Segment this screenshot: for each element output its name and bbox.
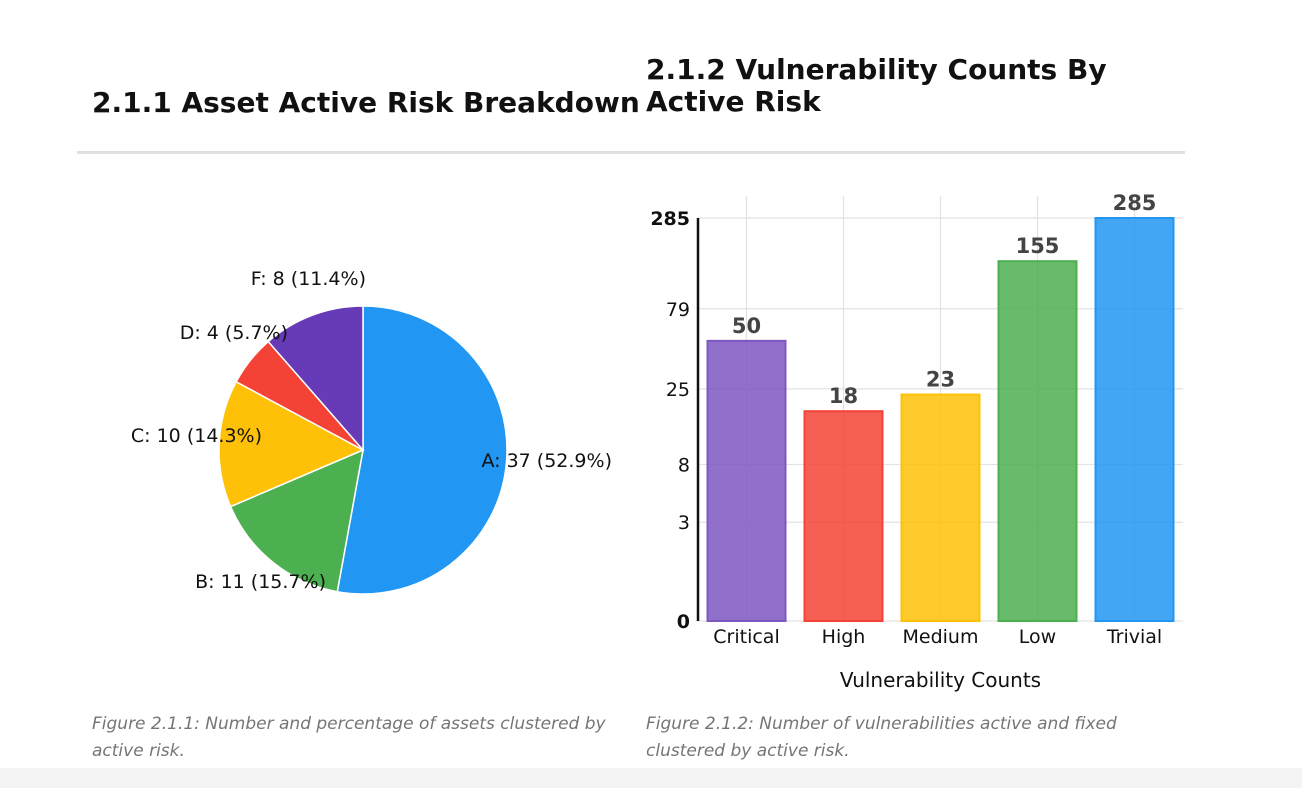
- pie-slice: [267, 305, 364, 452]
- bar-value-label: 23: [926, 368, 955, 392]
- y-tick-label: 0: [677, 611, 690, 633]
- pie-caption: Figure 2.1.1: Number and percentage of a…: [92, 714, 606, 761]
- pie-slice: [229, 448, 364, 593]
- x-axis-title: Vulnerability Counts: [840, 668, 1041, 692]
- pie-slice: [336, 305, 508, 595]
- y-tick-label: 3: [678, 512, 690, 534]
- x-tick-label: High: [822, 626, 866, 648]
- x-tick-label: Critical: [713, 626, 779, 648]
- bar-value-label: 285: [1113, 191, 1157, 215]
- bar-trivial: [1094, 217, 1175, 622]
- pie-chart: A: 37 (52.9%) B: 11 (15.7%) C: 10 (14.3%) D…: [131, 268, 612, 595]
- pie-heading: 2.1.1 Asset Active Risk Breakdown: [92, 86, 640, 119]
- pie-slice-label: B: 11 (15.7%): [195, 571, 326, 593]
- y-tick-label: 25: [666, 379, 690, 401]
- bar-low: [997, 260, 1078, 622]
- bar-caption: Figure 2.1.2: Number of vulnerabilities …: [646, 714, 1117, 761]
- y-tick-label: 285: [650, 208, 690, 230]
- y-tick-label: 79: [666, 299, 690, 321]
- section-divider: [77, 151, 1185, 154]
- pie-slice-label: D: 4 (5.7%): [180, 322, 288, 344]
- x-tick-label: Low: [1019, 626, 1056, 648]
- bar-chart: 50 Critical 18 High 23 Medium 155 Low 285 Trivial…: [650, 191, 1183, 692]
- footer-band: [0, 768, 1302, 788]
- bar-critical: [706, 339, 787, 622]
- bar-high: [803, 410, 884, 622]
- bar-value-label: 155: [1016, 234, 1060, 258]
- pie-slice-label: C: 10 (14.3%): [131, 425, 262, 447]
- pie-slice-label: F: 8 (11.4%): [251, 268, 366, 290]
- x-tick-label: Medium: [903, 626, 979, 648]
- bar-value-label: 18: [829, 384, 858, 408]
- y-tick-label: 8: [678, 454, 690, 476]
- bar-heading: 2.1.2 Vulnerability Counts By Active Ris…: [646, 53, 1107, 118]
- x-tick-label: Trivial: [1106, 626, 1162, 648]
- bar-medium: [900, 393, 981, 622]
- pie-slice-label: A: 37 (52.9%): [481, 450, 612, 472]
- pie-slice: [218, 380, 365, 508]
- bar-value-label: 50: [732, 314, 761, 338]
